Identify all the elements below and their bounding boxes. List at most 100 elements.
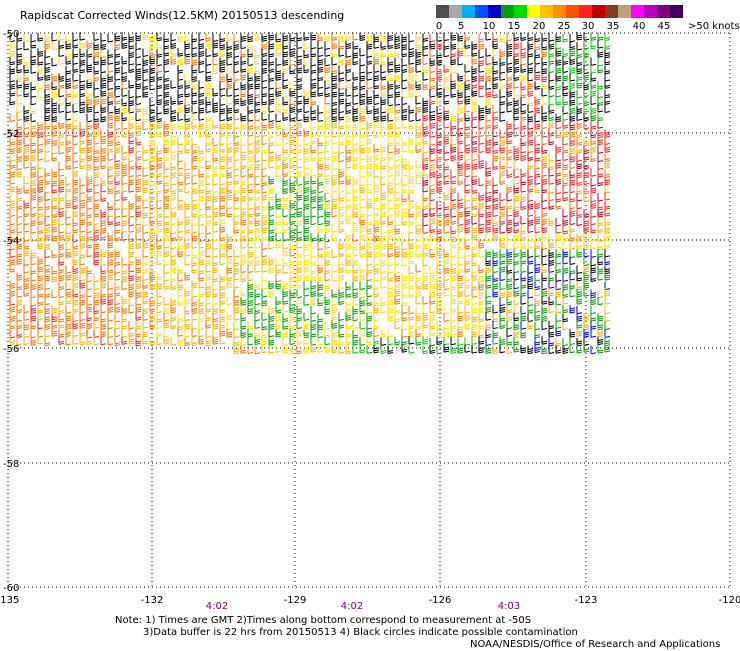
wind-barb <box>275 233 282 242</box>
wind-barb <box>191 57 198 66</box>
wind-barb <box>44 209 51 218</box>
wind-barb <box>310 65 317 74</box>
wind-barb <box>30 208 37 218</box>
wind-barb <box>464 161 471 170</box>
wind-barb <box>513 120 520 130</box>
wind-barb <box>44 40 51 50</box>
wind-barb <box>121 168 128 177</box>
wind-barb <box>457 145 464 154</box>
wind-barb <box>30 169 37 178</box>
wind-barb <box>86 320 93 330</box>
wind-barb <box>366 328 373 338</box>
wind-barb <box>198 273 205 282</box>
wind-barb <box>310 112 317 121</box>
wind-barb <box>184 209 191 219</box>
wind-barb <box>100 265 107 275</box>
wind-barb <box>205 272 212 281</box>
wind-barb <box>436 297 443 306</box>
wind-barb <box>254 81 261 90</box>
wind-barb <box>387 345 394 354</box>
wind-barb <box>240 64 247 73</box>
wind-barb <box>247 33 254 43</box>
wind-barb <box>443 152 450 161</box>
wind-barb <box>576 249 583 258</box>
wind-barb <box>114 232 121 242</box>
wind-barb <box>268 201 275 210</box>
wind-barb <box>492 249 499 259</box>
wind-barb <box>121 208 128 218</box>
wind-barb <box>226 169 233 179</box>
wind-barb <box>296 104 303 113</box>
wind-barb <box>331 161 338 171</box>
wind-barb <box>261 321 268 331</box>
wind-barb <box>254 153 261 163</box>
wind-barb <box>548 97 555 106</box>
wind-barb <box>240 128 247 137</box>
wind-barb <box>142 168 149 177</box>
wind-barb <box>338 145 345 154</box>
wind-barb <box>359 96 366 106</box>
wind-barb <box>93 145 100 155</box>
wind-barb <box>303 145 310 155</box>
wind-barb <box>289 232 296 241</box>
wind-barb <box>303 57 310 67</box>
wind-barb <box>387 178 394 187</box>
wind-barb <box>261 145 268 154</box>
wind-barb <box>233 185 240 194</box>
wind-barb <box>317 272 324 282</box>
wind-barb <box>359 249 366 258</box>
wind-barb <box>422 104 429 113</box>
wind-barb <box>527 256 534 265</box>
wind-barb <box>275 97 282 106</box>
wind-barb <box>65 321 72 330</box>
wind-barb <box>296 336 303 345</box>
wind-barb <box>576 57 583 67</box>
wind-barb <box>450 265 457 275</box>
wind-barb <box>170 32 177 42</box>
wind-barb <box>590 32 597 41</box>
wind-barb <box>65 337 72 346</box>
wind-barb <box>527 128 534 137</box>
wind-barb <box>247 161 254 171</box>
wind-barb <box>352 105 359 115</box>
wind-barb <box>478 289 485 299</box>
wind-barb <box>156 289 163 298</box>
wind-barb <box>303 273 310 282</box>
wind-barb <box>401 344 408 353</box>
wind-barb <box>562 273 569 282</box>
wind-barb <box>359 328 366 337</box>
wind-barb <box>51 201 58 210</box>
wind-barb <box>562 48 569 58</box>
wind-barb <box>352 176 359 185</box>
wind-barb <box>142 160 149 170</box>
wind-barb <box>37 72 44 81</box>
wind-barb <box>261 217 268 226</box>
wind-barb <box>240 208 247 218</box>
wind-barb <box>380 81 387 90</box>
wind-barb <box>93 241 100 250</box>
wind-barb <box>443 288 450 297</box>
wind-barb <box>163 73 170 82</box>
wind-barb <box>65 241 72 251</box>
wind-barb <box>429 112 436 121</box>
wind-barb <box>317 322 324 331</box>
wind-barb <box>107 249 114 258</box>
wind-barb <box>555 264 562 274</box>
wind-barb <box>569 56 576 65</box>
wind-barb <box>156 320 163 329</box>
wind-barb <box>261 112 268 121</box>
wind-barb <box>177 48 184 57</box>
wind-barb <box>16 137 23 146</box>
wind-barb <box>380 328 387 338</box>
wind-barb <box>436 129 443 139</box>
wind-barb <box>541 168 548 177</box>
wind-barb <box>401 48 408 58</box>
wind-barb <box>16 297 23 306</box>
wind-barb <box>149 137 156 147</box>
wind-barb <box>380 105 387 114</box>
wind-barb <box>226 32 233 42</box>
wind-barb <box>450 56 457 66</box>
wind-barb <box>191 233 198 242</box>
wind-barb <box>142 32 149 41</box>
